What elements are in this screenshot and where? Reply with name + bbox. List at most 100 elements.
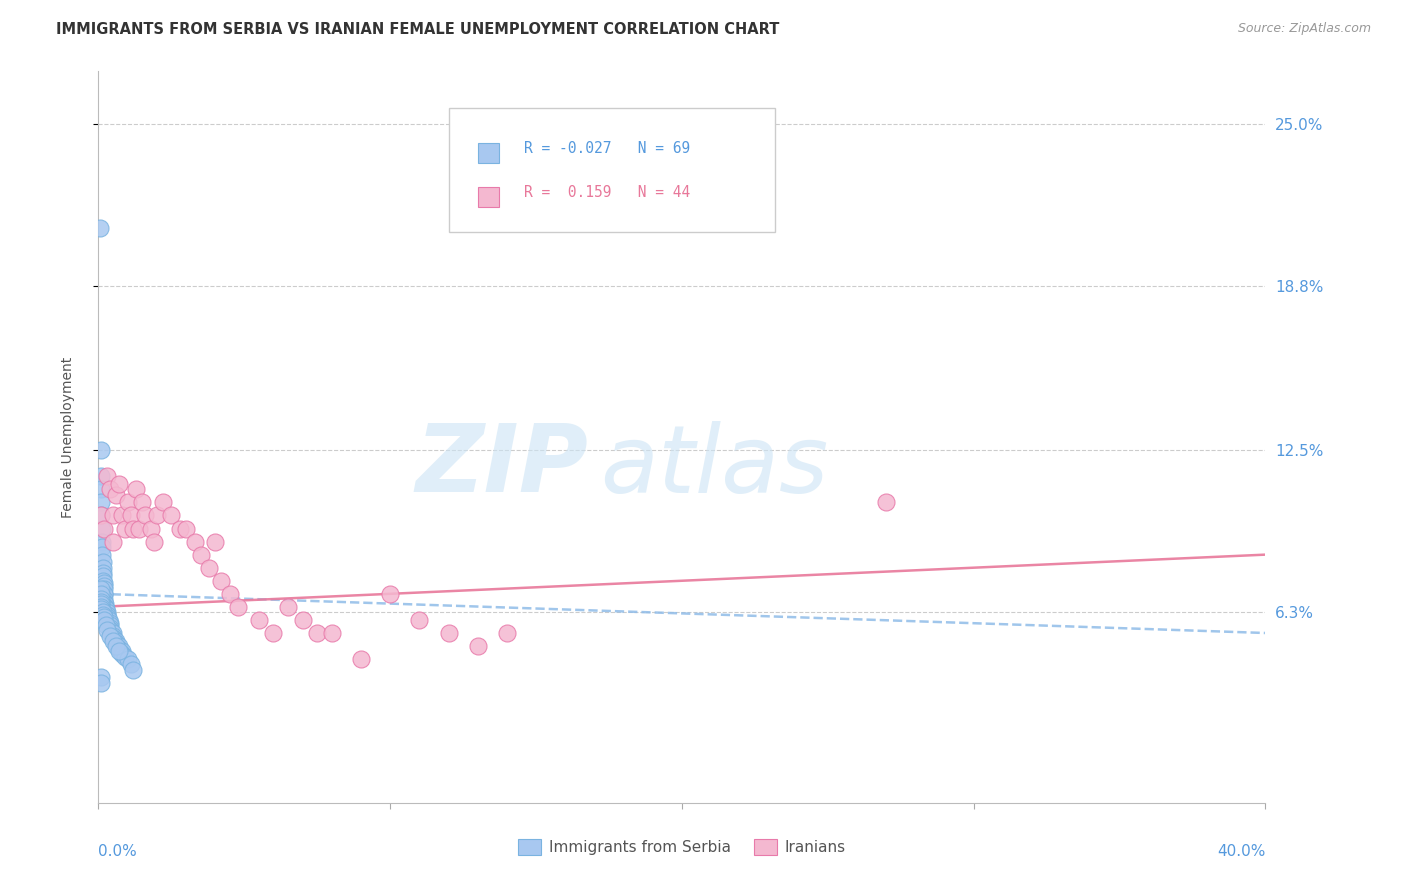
Point xyxy=(467,639,489,653)
Point xyxy=(146,508,169,523)
Point xyxy=(98,621,121,635)
Point xyxy=(93,610,115,624)
Point xyxy=(101,633,124,648)
Text: 40.0%: 40.0% xyxy=(1218,845,1265,860)
Point xyxy=(262,626,284,640)
Point xyxy=(96,469,118,483)
Point xyxy=(93,579,115,593)
Point xyxy=(96,610,118,624)
Point xyxy=(111,644,134,658)
Point xyxy=(142,534,165,549)
Point xyxy=(408,613,430,627)
Point xyxy=(90,443,112,458)
Legend: Immigrants from Serbia, Iranians: Immigrants from Serbia, Iranians xyxy=(512,833,852,861)
Point xyxy=(111,508,134,523)
Point xyxy=(90,521,112,535)
Point xyxy=(90,508,112,523)
Point xyxy=(94,599,117,614)
Point xyxy=(125,483,148,497)
Point xyxy=(101,534,124,549)
Point xyxy=(91,560,114,574)
Point xyxy=(108,477,131,491)
Point xyxy=(93,521,115,535)
Point xyxy=(90,495,112,509)
Point xyxy=(350,652,373,666)
Point xyxy=(104,633,127,648)
Point xyxy=(90,508,112,523)
Point xyxy=(209,574,232,588)
Point xyxy=(98,615,121,630)
Point xyxy=(101,508,124,523)
Point xyxy=(90,592,112,607)
Text: Source: ZipAtlas.com: Source: ZipAtlas.com xyxy=(1237,22,1371,36)
Point xyxy=(96,624,118,638)
Point xyxy=(496,626,519,640)
Point xyxy=(91,540,114,554)
Point xyxy=(93,587,115,601)
Point xyxy=(169,521,191,535)
Point xyxy=(98,624,121,638)
Point xyxy=(131,495,153,509)
Point xyxy=(228,599,250,614)
Point xyxy=(90,599,112,614)
Point xyxy=(97,613,120,627)
Point xyxy=(108,641,131,656)
Point xyxy=(104,639,127,653)
Point xyxy=(321,626,343,640)
Point xyxy=(93,576,115,591)
Point xyxy=(91,556,114,570)
Point xyxy=(93,587,115,601)
Point xyxy=(875,495,897,509)
Point xyxy=(134,508,156,523)
Text: IMMIGRANTS FROM SERBIA VS IRANIAN FEMALE UNEMPLOYMENT CORRELATION CHART: IMMIGRANTS FROM SERBIA VS IRANIAN FEMALE… xyxy=(56,22,779,37)
Point xyxy=(94,605,117,619)
Point xyxy=(108,639,131,653)
Point xyxy=(91,548,114,562)
Point xyxy=(94,599,117,614)
Point xyxy=(183,534,205,549)
Point xyxy=(89,221,111,235)
Point xyxy=(96,607,118,622)
Point xyxy=(94,597,117,611)
Point xyxy=(218,587,240,601)
Point xyxy=(97,613,120,627)
Point xyxy=(90,597,112,611)
Point xyxy=(117,495,139,509)
Bar xyxy=(478,143,499,163)
Text: R = -0.027   N = 69: R = -0.027 N = 69 xyxy=(524,141,690,156)
Text: 0.0%: 0.0% xyxy=(98,845,138,860)
Point xyxy=(96,605,118,619)
Point xyxy=(307,626,329,640)
Point xyxy=(90,534,112,549)
Bar xyxy=(478,187,499,207)
Text: atlas: atlas xyxy=(600,421,828,512)
Point xyxy=(120,508,142,523)
Point xyxy=(90,594,112,608)
Point xyxy=(291,613,314,627)
Point xyxy=(247,613,270,627)
Point xyxy=(94,618,117,632)
Point xyxy=(90,675,112,690)
Point xyxy=(128,521,150,535)
Text: R =  0.159   N = 44: R = 0.159 N = 44 xyxy=(524,185,690,200)
Point xyxy=(380,587,402,601)
Point xyxy=(104,487,127,501)
Point xyxy=(96,607,118,622)
Point xyxy=(111,647,134,661)
Point xyxy=(101,629,124,643)
Point xyxy=(104,636,127,650)
Point xyxy=(152,495,174,509)
Point xyxy=(98,483,121,497)
Point xyxy=(198,560,221,574)
Point xyxy=(93,582,115,596)
Point xyxy=(114,521,136,535)
Y-axis label: Female Unemployment: Female Unemployment xyxy=(60,357,75,517)
Point xyxy=(90,602,112,616)
Point xyxy=(91,607,114,622)
Point xyxy=(122,521,145,535)
Point xyxy=(98,618,121,632)
Point xyxy=(93,592,115,607)
Point xyxy=(91,566,114,580)
Point xyxy=(139,521,162,535)
Point xyxy=(277,599,299,614)
